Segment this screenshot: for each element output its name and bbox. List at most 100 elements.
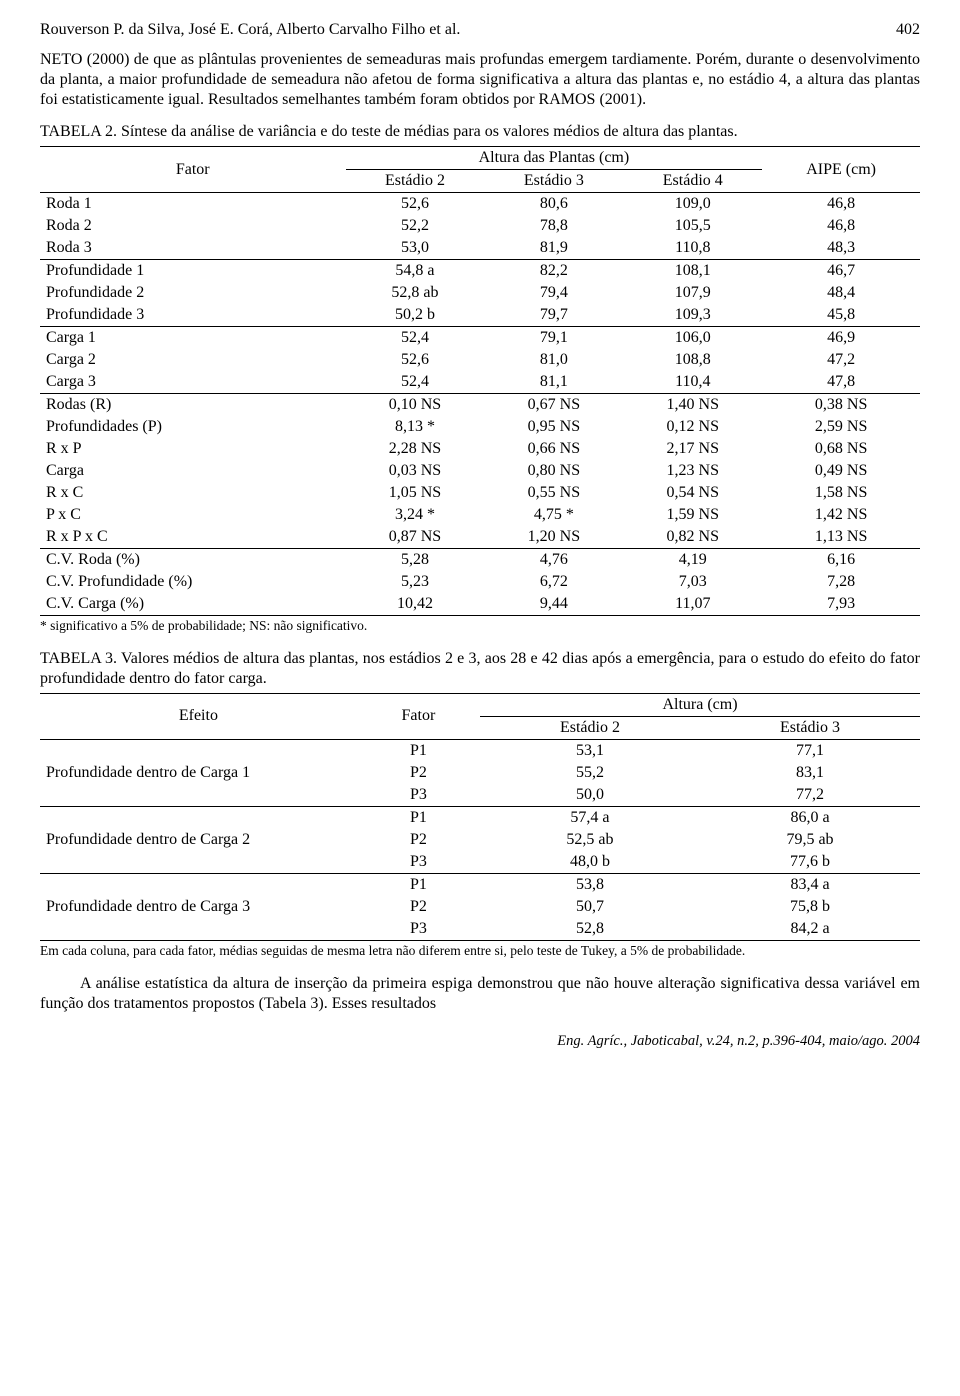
table-cell: P1 bbox=[357, 873, 480, 896]
table-cell: Carga 1 bbox=[40, 327, 346, 350]
table-row: Roda 353,081,9110,848,3 bbox=[40, 237, 920, 260]
table-cell: 52,4 bbox=[346, 327, 485, 350]
table-row: R x C1,05 NS0,55 NS0,54 NS1,58 NS bbox=[40, 482, 920, 504]
table-cell: 7,93 bbox=[762, 593, 920, 616]
table-row: Profundidade dentro de Carga 3P153,883,4… bbox=[40, 873, 920, 896]
table-cell: 45,8 bbox=[762, 304, 920, 327]
table-cell: 0,68 NS bbox=[762, 438, 920, 460]
table-cell: 53,8 bbox=[480, 873, 700, 896]
table-cell: Roda 3 bbox=[40, 237, 346, 260]
table-cell: 108,1 bbox=[623, 260, 762, 283]
table-cell: 0,87 NS bbox=[346, 526, 485, 549]
table-cell: 0,12 NS bbox=[623, 416, 762, 438]
table-cell: 75,8 b bbox=[700, 896, 920, 918]
table-cell: 48,0 b bbox=[480, 851, 700, 874]
table-cell: 52,5 ab bbox=[480, 829, 700, 851]
table-cell: 81,9 bbox=[484, 237, 623, 260]
table-cell: 110,8 bbox=[623, 237, 762, 260]
table-row: P x C3,24 *4,75 *1,59 NS1,42 NS bbox=[40, 504, 920, 526]
table2-footnote: * significativo a 5% de probabilidade; N… bbox=[40, 618, 920, 635]
table-cell: 1,59 NS bbox=[623, 504, 762, 526]
table2-col-e2: Estádio 2 bbox=[346, 170, 485, 193]
table-cell: 84,2 a bbox=[700, 918, 920, 941]
table-cell: 11,07 bbox=[623, 593, 762, 616]
table-cell: P2 bbox=[357, 896, 480, 918]
table-row: Carga0,03 NS0,80 NS1,23 NS0,49 NS bbox=[40, 460, 920, 482]
table-row: R x P2,28 NS0,66 NS2,17 NS0,68 NS bbox=[40, 438, 920, 460]
table-cell: 79,1 bbox=[484, 327, 623, 350]
table-cell: 0,95 NS bbox=[484, 416, 623, 438]
table-cell: 53,1 bbox=[480, 739, 700, 762]
table-cell: 57,4 a bbox=[480, 806, 700, 829]
table-row: Carga 252,681,0108,847,2 bbox=[40, 349, 920, 371]
table-cell: 46,8 bbox=[762, 193, 920, 216]
table-cell: 77,2 bbox=[700, 784, 920, 807]
table-cell: C.V. Profundidade (%) bbox=[40, 571, 346, 593]
table-row: Profundidade 154,8 a82,2108,146,7 bbox=[40, 260, 920, 283]
table-row: C.V. Profundidade (%)5,236,727,037,28 bbox=[40, 571, 920, 593]
table-cell: 86,0 a bbox=[700, 806, 920, 829]
table-cell: 52,8 bbox=[480, 918, 700, 941]
table-cell: 3,24 * bbox=[346, 504, 485, 526]
table-cell: 77,6 b bbox=[700, 851, 920, 874]
table-cell: P1 bbox=[357, 739, 480, 762]
table-cell: 107,9 bbox=[623, 282, 762, 304]
table-cell: 5,23 bbox=[346, 571, 485, 593]
paragraph-2: A análise estatística da altura de inser… bbox=[40, 974, 920, 1014]
table2-col-fator: Fator bbox=[40, 147, 346, 193]
table-row: Roda 152,680,6109,046,8 bbox=[40, 193, 920, 216]
table-cell: 52,6 bbox=[346, 193, 485, 216]
table-cell: 48,3 bbox=[762, 237, 920, 260]
table-cell: 50,0 bbox=[480, 784, 700, 807]
table-cell-efeito: Profundidade dentro de Carga 1 bbox=[40, 739, 357, 806]
table-cell: P3 bbox=[357, 784, 480, 807]
table-cell: 81,1 bbox=[484, 371, 623, 394]
table-cell: 82,2 bbox=[484, 260, 623, 283]
page-footer: Eng. Agríc., Jaboticabal, v.24, n.2, p.3… bbox=[40, 1032, 920, 1050]
table2: Fator Altura das Plantas (cm) AIPE (cm) … bbox=[40, 146, 920, 616]
table-cell: 52,8 ab bbox=[346, 282, 485, 304]
table-cell: 83,4 a bbox=[700, 873, 920, 896]
table-cell: 0,67 NS bbox=[484, 394, 623, 417]
table-cell: 0,66 NS bbox=[484, 438, 623, 460]
header-page-number: 402 bbox=[896, 20, 920, 40]
table2-label: TABELA 2. bbox=[40, 122, 121, 142]
table-cell: 108,8 bbox=[623, 349, 762, 371]
table-cell: R x P x C bbox=[40, 526, 346, 549]
table-cell: 6,16 bbox=[762, 549, 920, 572]
table-cell: Profundidade 2 bbox=[40, 282, 346, 304]
table-row: Rodas (R)0,10 NS0,67 NS1,40 NS0,38 NS bbox=[40, 394, 920, 417]
table-cell: 109,3 bbox=[623, 304, 762, 327]
table3-span-altura: Altura (cm) bbox=[480, 693, 920, 716]
table-cell: 77,1 bbox=[700, 739, 920, 762]
table2-caption: TABELA 2.Síntese da análise de variância… bbox=[40, 122, 920, 142]
table-cell: 78,8 bbox=[484, 215, 623, 237]
table3-caption-text: Valores médios de altura das plantas, no… bbox=[40, 650, 920, 687]
table2-col-e3: Estádio 3 bbox=[484, 170, 623, 193]
table-cell: 106,0 bbox=[623, 327, 762, 350]
table-row: Profundidade 252,8 ab79,4107,948,4 bbox=[40, 282, 920, 304]
table-cell: Carga bbox=[40, 460, 346, 482]
table-cell: 0,10 NS bbox=[346, 394, 485, 417]
table-cell: 2,17 NS bbox=[623, 438, 762, 460]
table-cell: 1,58 NS bbox=[762, 482, 920, 504]
table-cell: 52,4 bbox=[346, 371, 485, 394]
table-cell: 4,75 * bbox=[484, 504, 623, 526]
table-cell: 110,4 bbox=[623, 371, 762, 394]
table3-col-fator: Fator bbox=[357, 693, 480, 739]
table-cell: 7,03 bbox=[623, 571, 762, 593]
table-cell: P x C bbox=[40, 504, 346, 526]
table-cell: 48,4 bbox=[762, 282, 920, 304]
table-cell: 81,0 bbox=[484, 349, 623, 371]
table-cell: 46,7 bbox=[762, 260, 920, 283]
table-cell: 52,6 bbox=[346, 349, 485, 371]
table3-label: TABELA 3. bbox=[40, 649, 121, 669]
table-cell-efeito: Profundidade dentro de Carga 3 bbox=[40, 873, 357, 940]
table-cell: P1 bbox=[357, 806, 480, 829]
table-cell: 47,8 bbox=[762, 371, 920, 394]
table-cell: 0,80 NS bbox=[484, 460, 623, 482]
table3-footnote: Em cada coluna, para cada fator, médias … bbox=[40, 943, 920, 960]
table-row: Roda 252,278,8105,546,8 bbox=[40, 215, 920, 237]
table-cell: 53,0 bbox=[346, 237, 485, 260]
table-cell: 4,19 bbox=[623, 549, 762, 572]
